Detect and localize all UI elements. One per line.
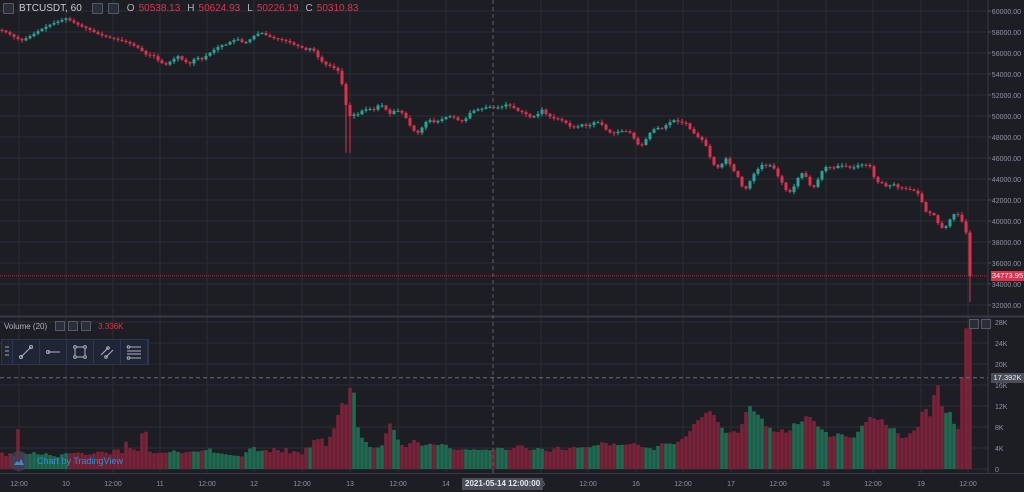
open-value: 50538.13 (138, 3, 181, 14)
settings-icon[interactable] (68, 321, 79, 331)
tradingview-logo-icon (9, 451, 29, 471)
volume-legend: Volume (20) 3.336K (4, 321, 124, 331)
svg-text:12:00: 12:00 (293, 481, 311, 488)
high-value: 50624.93 (198, 3, 241, 14)
svg-text:44000.00: 44000.00 (992, 177, 1021, 184)
grid-lines (0, 0, 988, 473)
volume-value: 3.336K (98, 321, 124, 331)
svg-text:13: 13 (346, 481, 354, 488)
close-value: 50310.83 (316, 3, 359, 14)
svg-text:46000.00: 46000.00 (992, 156, 1021, 163)
low-label: L (247, 3, 253, 14)
svg-text:14: 14 (442, 481, 450, 488)
svg-text:60000.00: 60000.00 (992, 9, 1021, 16)
horizontal-ray-icon (46, 350, 60, 354)
svg-text:17: 17 (727, 481, 735, 488)
svg-text:32000.00: 32000.00 (992, 303, 1021, 310)
open-label: O (126, 3, 135, 14)
svg-text:16K: 16K (995, 383, 1008, 390)
svg-text:12: 12 (250, 481, 258, 488)
svg-text:24K: 24K (995, 341, 1008, 348)
trend-line-icon (19, 345, 33, 359)
svg-text:12:00: 12:00 (198, 481, 216, 488)
last-price-label: 34773.95 (991, 270, 1024, 281)
candlestick-series (0, 16, 972, 302)
svg-text:48000.00: 48000.00 (992, 135, 1021, 142)
volume-title: Volume (20) (4, 321, 48, 331)
svg-text:12K: 12K (995, 404, 1008, 411)
svg-text:42000.00: 42000.00 (992, 198, 1021, 205)
low-value: 50226.19 (256, 3, 299, 14)
svg-text:12:00: 12:00 (959, 481, 977, 488)
drag-handle-icon[interactable] (2, 340, 13, 364)
visibility-icon[interactable] (91, 3, 103, 14)
fib-retracement-icon (126, 345, 141, 360)
svg-text:12:00: 12:00 (674, 481, 692, 488)
svg-text:16: 16 (632, 481, 640, 488)
rectangle-icon (73, 345, 87, 359)
drawing-toolbar (1, 339, 149, 365)
svg-text:56000.00: 56000.00 (992, 51, 1021, 58)
svg-text:34000.00: 34000.00 (992, 282, 1021, 289)
svg-text:58000.00: 58000.00 (992, 30, 1021, 37)
pane-controls (969, 319, 991, 329)
svg-text:19: 19 (917, 481, 925, 488)
fib-retracement-tool[interactable] (121, 340, 148, 364)
svg-text:12:00: 12:00 (389, 481, 407, 488)
close-label: C (305, 3, 313, 14)
pane-maximize-icon[interactable] (981, 319, 991, 329)
svg-text:12:00: 12:00 (769, 481, 787, 488)
parallel-channel-tool[interactable] (94, 340, 121, 364)
symbol-title: BTCUSDT, 60 (19, 3, 82, 14)
svg-text:38000.00: 38000.00 (992, 240, 1021, 247)
svg-text:12:00: 12:00 (104, 481, 122, 488)
parallel-channel-icon (100, 346, 114, 359)
svg-text:28K: 28K (995, 320, 1008, 327)
svg-text:10: 10 (62, 481, 70, 488)
high-label: H (187, 3, 195, 14)
visibility-icon[interactable] (55, 321, 66, 331)
close-icon[interactable] (81, 321, 92, 331)
volume-series (0, 327, 972, 469)
trend-line-tool[interactable] (13, 340, 40, 364)
svg-text:20K: 20K (995, 362, 1008, 369)
svg-text:8K: 8K (995, 425, 1004, 432)
rectangle-tool[interactable] (67, 340, 94, 364)
collapse-icon[interactable] (3, 3, 14, 14)
svg-text:4K: 4K (995, 446, 1004, 453)
settings-icon[interactable] (107, 3, 119, 14)
watermark-text: Chart by TradingView (37, 456, 123, 466)
crosshair-time-label: 2021-05-14 12:00:00 (462, 478, 544, 490)
svg-text:18: 18 (822, 481, 830, 488)
svg-text:0: 0 (995, 467, 999, 474)
horizontal-ray-tool[interactable] (40, 340, 67, 364)
svg-text:50000.00: 50000.00 (992, 114, 1021, 121)
volume-ma-label: 17.392K (991, 372, 1024, 383)
svg-text:52000.00: 52000.00 (992, 93, 1021, 100)
svg-text:40000.00: 40000.00 (992, 219, 1021, 226)
svg-text:11: 11 (156, 481, 163, 488)
svg-text:12:00: 12:00 (579, 481, 597, 488)
svg-text:36000.00: 36000.00 (992, 261, 1021, 268)
svg-text:12:00: 12:00 (10, 481, 28, 488)
symbol-legend: BTCUSDT, 60 O 50538.13 H 50624.93 L 50226.1… (3, 3, 358, 14)
tradingview-watermark[interactable]: Chart by TradingView (9, 451, 123, 471)
pane-move-up-icon[interactable] (969, 319, 979, 329)
svg-text:54000.00: 54000.00 (992, 72, 1021, 79)
svg-text:12:00: 12:00 (864, 481, 882, 488)
